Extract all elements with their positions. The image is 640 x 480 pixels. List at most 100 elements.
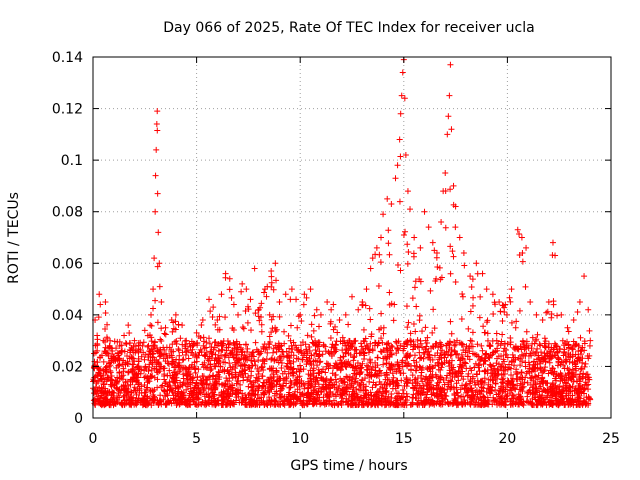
- data-point: [97, 301, 104, 308]
- data-point: [518, 358, 525, 365]
- data-point: [145, 342, 152, 349]
- data-point: [405, 249, 412, 256]
- data-point: [575, 386, 582, 393]
- data-point: [171, 376, 178, 383]
- data-point: [279, 370, 286, 377]
- data-point: [189, 342, 196, 349]
- data-point: [395, 365, 402, 372]
- data-point: [465, 325, 472, 332]
- data-point: [417, 375, 424, 382]
- data-point: [298, 377, 305, 384]
- data-point: [410, 321, 417, 328]
- data-point: [402, 151, 409, 158]
- data-point: [338, 391, 345, 398]
- data-point: [143, 386, 150, 393]
- data-point: [368, 392, 375, 399]
- data-point: [108, 383, 115, 390]
- data-point: [522, 363, 529, 370]
- data-point: [398, 393, 405, 400]
- data-point: [519, 388, 526, 395]
- data-point: [104, 321, 111, 328]
- data-point: [559, 396, 566, 403]
- data-point: [141, 381, 148, 388]
- data-point: [407, 206, 414, 213]
- data-point: [282, 291, 289, 298]
- data-point: [552, 352, 559, 359]
- data-point: [577, 376, 584, 383]
- data-point: [238, 288, 245, 295]
- data-point: [119, 399, 126, 406]
- data-point: [437, 374, 444, 381]
- data-point: [233, 355, 240, 362]
- data-point: [313, 374, 320, 381]
- data-point: [158, 337, 165, 344]
- data-point: [345, 358, 352, 365]
- x-tick-label: 25: [602, 431, 620, 447]
- data-point: [121, 332, 128, 339]
- data-point: [468, 283, 475, 290]
- data-point: [433, 249, 440, 256]
- data-point: [399, 386, 406, 393]
- data-point: [425, 348, 432, 355]
- data-point: [258, 363, 265, 370]
- data-point: [569, 359, 576, 366]
- data-point: [203, 344, 210, 351]
- data-point: [215, 368, 222, 375]
- data-point: [421, 402, 428, 409]
- data-point: [507, 334, 514, 341]
- data-point: [272, 324, 279, 331]
- data-point: [185, 376, 192, 383]
- data-point: [214, 317, 221, 324]
- data-point: [462, 382, 469, 389]
- data-point: [165, 381, 172, 388]
- data-point: [149, 353, 156, 360]
- data-point: [358, 349, 365, 356]
- data-point: [326, 350, 333, 357]
- data-point: [152, 172, 159, 179]
- data-point: [209, 313, 216, 320]
- data-point: [295, 346, 302, 353]
- data-point: [194, 402, 201, 409]
- data-point: [555, 402, 562, 409]
- data-point: [158, 298, 165, 305]
- data-point: [130, 361, 137, 368]
- data-point: [355, 306, 362, 313]
- data-point: [416, 363, 423, 370]
- data-point: [301, 385, 308, 392]
- data-point: [376, 367, 383, 374]
- data-point: [179, 341, 186, 348]
- data-point: [502, 398, 509, 405]
- data-point: [206, 340, 213, 347]
- data-point: [386, 345, 393, 352]
- data-point: [260, 390, 267, 397]
- data-point: [306, 380, 313, 387]
- data-point: [135, 342, 142, 349]
- data-point: [528, 374, 535, 381]
- data-point: [147, 322, 154, 329]
- data-point: [447, 61, 454, 68]
- data-point: [484, 317, 491, 324]
- data-point: [237, 381, 244, 388]
- data-point: [420, 385, 427, 392]
- data-point: [160, 355, 167, 362]
- data-point: [161, 376, 168, 383]
- data-point: [153, 359, 160, 366]
- data-point: [432, 277, 439, 284]
- data-point: [119, 361, 126, 368]
- data-point: [578, 389, 585, 396]
- data-point: [587, 337, 594, 344]
- data-point: [226, 360, 233, 367]
- data-point: [297, 366, 304, 373]
- data-point: [425, 379, 432, 386]
- data-point: [215, 400, 222, 407]
- data-point: [177, 335, 184, 342]
- data-point: [392, 385, 399, 392]
- data-point: [376, 379, 383, 386]
- data-point: [154, 127, 161, 134]
- data-point: [238, 351, 245, 358]
- data-point: [543, 394, 550, 401]
- data-point: [183, 380, 190, 387]
- data-point: [422, 345, 429, 352]
- data-point: [176, 383, 183, 390]
- data-point: [319, 351, 326, 358]
